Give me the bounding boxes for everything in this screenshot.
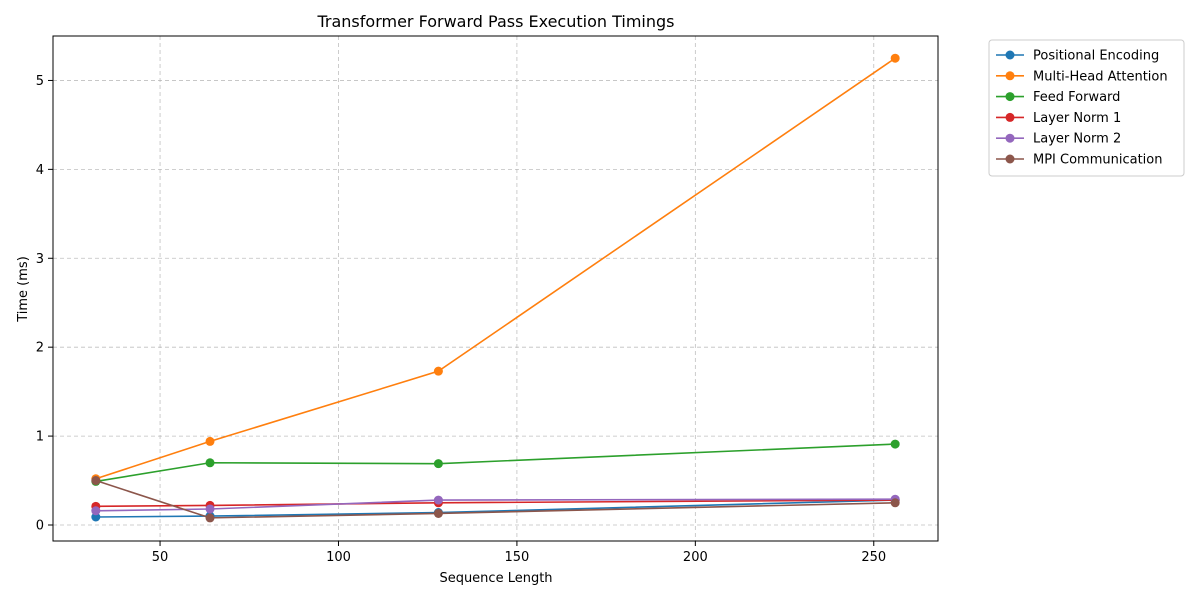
- y-tick-label: 5: [36, 74, 44, 89]
- series-line: [95, 479, 896, 519]
- x-tick-label: 100: [326, 550, 351, 565]
- y-tick-label: 3: [36, 252, 44, 267]
- legend-item: Multi-Head Attention: [996, 69, 1168, 84]
- legend-label: Multi-Head Attention: [1033, 69, 1168, 84]
- x-tick-label: 50: [152, 550, 169, 565]
- data-point: [433, 508, 443, 518]
- series-line: [95, 57, 896, 480]
- chart-title: Transformer Forward Pass Execution Timin…: [316, 12, 674, 31]
- y-tick-label: 4: [36, 163, 44, 178]
- data-point: [205, 436, 215, 446]
- series-feed-forward: [91, 439, 900, 486]
- x-tick-label: 200: [683, 550, 708, 565]
- legend-label: Layer Norm 1: [1033, 111, 1121, 126]
- data-point: [890, 498, 900, 508]
- legend-label: MPI Communication: [1033, 153, 1163, 168]
- legend-marker: [1005, 133, 1015, 143]
- legend: Positional Encoding Multi-Head Attention F…: [988, 39, 1185, 177]
- series-mpi-communication: [91, 476, 900, 523]
- series-line: [95, 443, 896, 483]
- legend-label: Layer Norm 2: [1033, 132, 1121, 147]
- legend-marker: [1005, 154, 1015, 164]
- x-axis-label: Sequence Length: [439, 571, 552, 586]
- legend-label: Positional Encoding: [1033, 49, 1159, 64]
- x-tick-label: 150: [504, 550, 529, 565]
- legend-box: [988, 39, 1185, 177]
- legend-item: MPI Communication: [996, 153, 1163, 168]
- data-point: [890, 439, 900, 449]
- y-tick-label: 1: [36, 430, 44, 445]
- series-multi-head-attention: [91, 53, 900, 484]
- legend-marker: [1005, 92, 1015, 102]
- legend-item: Feed Forward: [996, 90, 1120, 105]
- grid: [53, 36, 938, 541]
- data-point: [433, 459, 443, 469]
- legend-marker: [1005, 112, 1015, 122]
- y-axis: 0 1 2 3 4 5: [36, 74, 53, 533]
- plot-frame: [52, 35, 939, 542]
- data-point: [91, 506, 101, 516]
- y-axis-label: Time (ms): [16, 256, 31, 323]
- legend-item: Layer Norm 2: [996, 132, 1121, 147]
- legend-marker: [1005, 50, 1015, 60]
- data-point: [433, 495, 443, 505]
- series-layer: [91, 53, 900, 523]
- x-tick-label: 250: [861, 550, 886, 565]
- data-point: [890, 53, 900, 63]
- legend-label: Feed Forward: [1033, 90, 1120, 105]
- legend-marker: [1005, 71, 1015, 81]
- data-point: [433, 366, 443, 376]
- x-axis: 50 100 150 200 250: [152, 541, 886, 565]
- data-point: [205, 513, 215, 523]
- y-tick-label: 0: [36, 518, 44, 533]
- data-point: [205, 458, 215, 468]
- y-tick-label: 2: [36, 341, 44, 356]
- series-line: [95, 499, 896, 518]
- data-point: [91, 476, 101, 486]
- legend-item: Layer Norm 1: [996, 111, 1121, 126]
- data-point: [205, 504, 215, 514]
- series-line: [95, 498, 896, 512]
- data-point: [91, 512, 101, 522]
- legend-item: Positional Encoding: [996, 49, 1159, 64]
